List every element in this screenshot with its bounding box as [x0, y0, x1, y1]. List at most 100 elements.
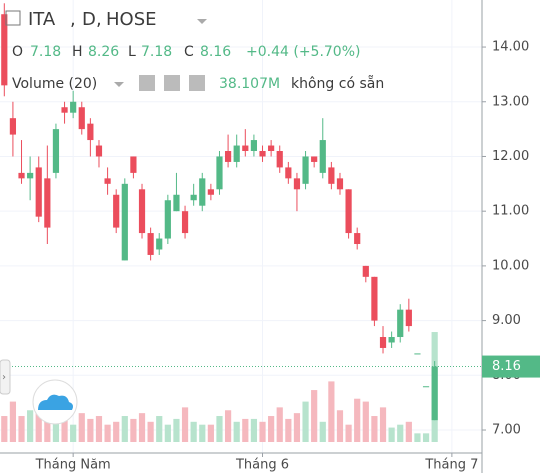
- volume-bar: [302, 401, 309, 442]
- side-toggle-icon[interactable]: ›: [2, 372, 6, 383]
- candle-body: [336, 178, 344, 190]
- volume-bar: [388, 427, 395, 442]
- candle-body: [113, 194, 120, 228]
- candle-body: [121, 183, 128, 261]
- volume-bar: [422, 433, 430, 442]
- candle-body: [362, 265, 369, 277]
- candle-body: [164, 200, 171, 239]
- candle-body: [199, 178, 206, 206]
- volume-bar: [181, 407, 189, 442]
- volume-bar: [354, 398, 361, 442]
- volume-bar: [44, 418, 51, 442]
- header: ITA , D , HOSE O 7.18 H 8.26 L 7.18 C 8.…: [5, 9, 384, 92]
- candle-body: [138, 189, 146, 234]
- candle-body: [431, 366, 438, 421]
- candle-body: [70, 101, 77, 113]
- candle-body: [242, 145, 249, 151]
- candle-body: [181, 211, 189, 234]
- candle-body: [104, 178, 111, 184]
- candle-body: [9, 118, 17, 135]
- y-tick-label: 7.00: [492, 423, 521, 438]
- dropdown-arrow[interactable]: [197, 19, 207, 24]
- candle-body: [35, 167, 42, 217]
- side-toggle[interactable]: [0, 359, 11, 395]
- last-price-label: 8.16: [492, 359, 521, 374]
- volume-bar: [345, 424, 352, 442]
- volume-bar: [328, 381, 335, 442]
- candle-body: [233, 145, 240, 162]
- x-tick-label: Tháng 6: [235, 458, 289, 473]
- candle-body: [268, 145, 275, 151]
- candle-body: [95, 145, 103, 157]
- candle-body: [27, 172, 34, 179]
- candle-body: [302, 156, 309, 184]
- volume-bar: [9, 401, 17, 442]
- volume-bar: [224, 410, 232, 442]
- volume-bar: [233, 421, 240, 442]
- volume-bar: [156, 416, 163, 442]
- y-tick-label: 13.00: [492, 94, 529, 109]
- y-tick-label: 12.00: [492, 149, 529, 164]
- volume-bar: [70, 424, 77, 442]
- candle-body: [285, 167, 292, 179]
- candle-body: [259, 151, 266, 157]
- candle-body: [354, 233, 361, 245]
- close-value: 8.16: [200, 44, 231, 60]
- candle-body: [78, 107, 85, 130]
- volume-title: Volume (20): [12, 76, 97, 92]
- volume-bar: [121, 416, 128, 442]
- volume-bar: [414, 433, 421, 442]
- candle-body: [52, 129, 60, 173]
- last-price-tag: [482, 355, 540, 378]
- candle-body: [379, 337, 387, 348]
- volume-value: 38.107M: [219, 76, 280, 92]
- visibility-button[interactable]: [139, 75, 155, 91]
- candle-body: [147, 233, 154, 255]
- candle-body: [371, 276, 378, 321]
- volume-bar: [147, 421, 154, 442]
- candle-body: [319, 140, 326, 173]
- exchange: HOSE: [106, 9, 157, 30]
- candle-body: [173, 194, 180, 212]
- candle-body: [293, 178, 301, 190]
- volume-bar: [242, 418, 249, 442]
- separator: ,: [96, 9, 102, 30]
- low-label: L: [128, 44, 136, 60]
- volume-bar: [371, 416, 378, 442]
- volume-bar: [362, 401, 369, 442]
- high-value: 8.26: [88, 44, 119, 60]
- close-button[interactable]: [189, 75, 205, 91]
- y-tick-label: 10.00: [492, 258, 529, 273]
- candle-body: [207, 189, 214, 195]
- y-tick-label: 11.00: [492, 204, 529, 219]
- volume-bar: [311, 390, 318, 442]
- volume-bar: [113, 421, 120, 442]
- open-value: 7.18: [30, 44, 61, 60]
- volume-bar: [87, 418, 94, 442]
- volume-bar: [293, 413, 301, 442]
- volume-bar: [27, 410, 34, 442]
- candle-body: [405, 309, 412, 327]
- settings-button[interactable]: [164, 75, 180, 91]
- symbol-icon: [5, 10, 21, 26]
- volume-bar: [250, 418, 258, 442]
- candle-body: [345, 189, 352, 234]
- volume-bar: [268, 416, 275, 442]
- candle-body: [414, 353, 421, 355]
- y-tick-label: 9.00: [492, 313, 521, 328]
- separator: ,: [70, 9, 76, 30]
- volume-bar: [405, 421, 412, 442]
- candle-body: [44, 178, 51, 228]
- candle-body: [130, 156, 137, 173]
- symbol: ITA: [28, 9, 56, 30]
- candle-body: [276, 151, 283, 168]
- volume-bar: [216, 416, 223, 442]
- high-label: H: [72, 44, 83, 60]
- volume-bar: [78, 413, 85, 442]
- dropdown-arrow[interactable]: [114, 82, 124, 87]
- volume-bar: [173, 418, 180, 442]
- candle-body: [328, 167, 335, 184]
- interval: D: [82, 9, 96, 30]
